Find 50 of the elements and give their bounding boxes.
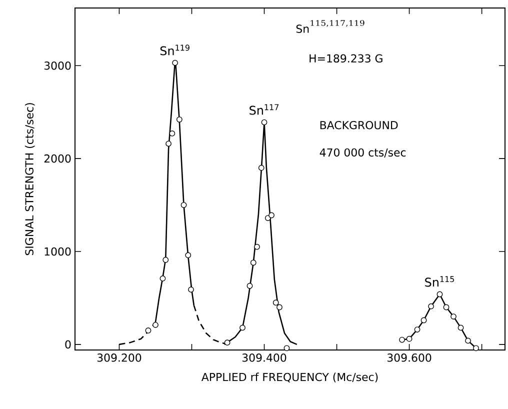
y-tick-label: 1000: [44, 247, 71, 256]
point: [443, 304, 450, 310]
point: [145, 328, 152, 334]
point: [169, 130, 176, 136]
annotation: H=189.233 G: [310, 54, 382, 63]
point: [240, 324, 246, 331]
y-axis-title: SIGNAL STRENGTH (cts/sec): [24, 103, 35, 256]
point: [254, 244, 260, 250]
y-tick-label: 3000: [44, 61, 71, 70]
point: [224, 340, 230, 346]
point: [465, 338, 471, 344]
point: [436, 291, 443, 298]
point: [172, 60, 178, 66]
annotation: Sn$^{119}$: [160, 44, 190, 56]
point: [428, 303, 434, 310]
point: [258, 164, 264, 171]
annotation: 470 000 cts/sec: [320, 148, 406, 158]
point: [268, 212, 274, 218]
annotation: $\mathrm{Sn}^{115,117,119}$: [296, 20, 364, 33]
y-tick-label: 0: [65, 340, 71, 349]
point: [284, 345, 290, 352]
y-tick-label: 2000: [44, 154, 71, 163]
point: [399, 336, 405, 343]
x-tick-label: 309.200: [97, 354, 142, 362]
point: [176, 116, 182, 122]
point: [276, 304, 282, 310]
x-tick-label: 309.400: [242, 354, 286, 362]
point: [458, 324, 464, 331]
point: [473, 345, 479, 352]
point: [420, 317, 427, 324]
point: [160, 275, 166, 282]
point: [450, 314, 456, 320]
point: [261, 119, 268, 126]
point: [188, 286, 194, 293]
annotation: Sn$^{115}$: [425, 276, 454, 287]
point: [152, 322, 158, 328]
point: [162, 256, 169, 263]
annotation: BACKGROUND: [320, 120, 398, 130]
point: [166, 140, 172, 147]
point: [414, 326, 420, 333]
point: [180, 202, 187, 208]
x-tick-label: 309.600: [387, 354, 432, 362]
x-axis-title: APPLIED rf FREQUENCY (Mc/sec): [201, 372, 378, 382]
point: [406, 336, 412, 342]
annotation: Sn$^{117}$: [250, 104, 279, 115]
point: [185, 252, 192, 258]
point: [250, 260, 256, 266]
point: [246, 282, 253, 289]
point: [264, 215, 271, 221]
point: [272, 300, 279, 306]
